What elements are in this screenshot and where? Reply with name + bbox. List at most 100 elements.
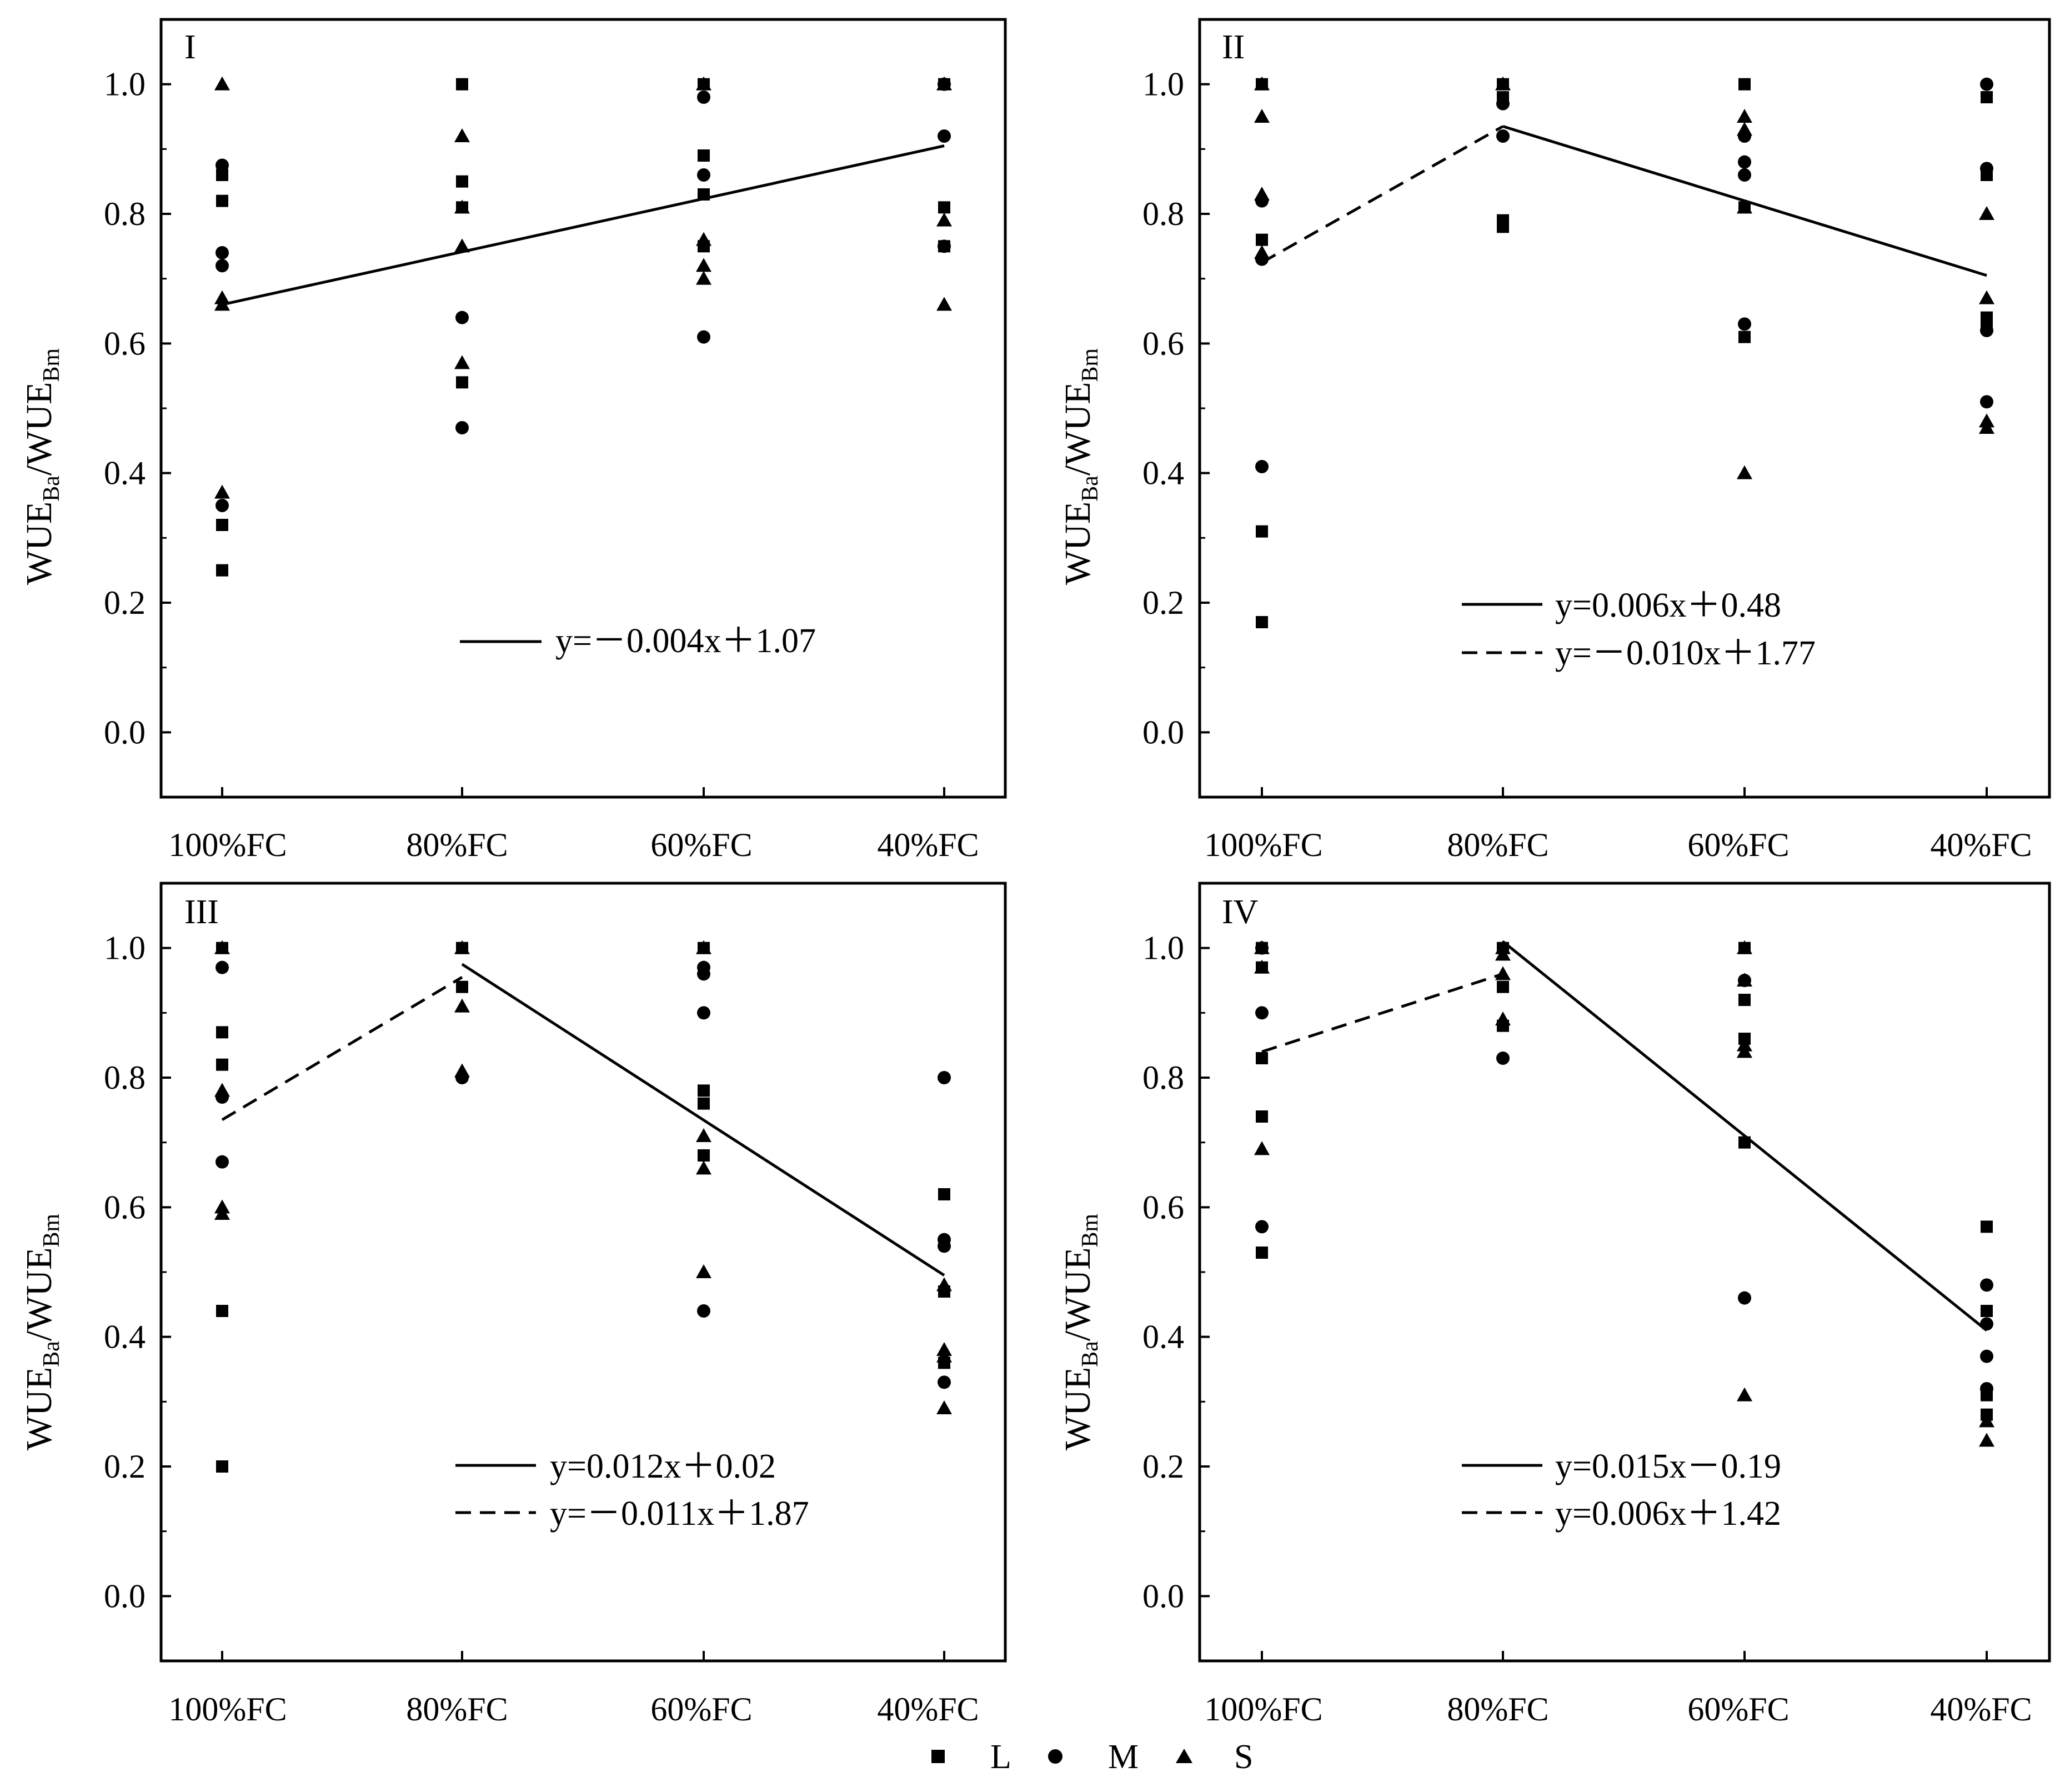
- y-title-main: WUE: [19, 1367, 59, 1450]
- x-tick-label: 100%FC: [168, 1691, 287, 1728]
- y-tick-label: 0.4: [104, 455, 146, 492]
- x-tick-label: 100%FC: [1204, 1691, 1322, 1728]
- point-L: [1738, 994, 1751, 1006]
- point-S: [454, 238, 470, 253]
- point-M: [1496, 1052, 1510, 1065]
- equation-solid: y=0.015x－0.19: [1555, 1448, 1781, 1485]
- point-S: [936, 1348, 952, 1363]
- y-axis-title: WUEBa/WUEBm: [1057, 348, 1103, 585]
- point-S: [1979, 206, 1994, 220]
- point-S: [936, 297, 952, 311]
- point-M: [697, 91, 710, 104]
- point-S: [1737, 199, 1752, 214]
- x-tick-label: 100%FC: [168, 827, 287, 863]
- point-S: [214, 940, 230, 954]
- point-S: [696, 1264, 711, 1278]
- point-S: [1737, 1387, 1752, 1401]
- legend-marker-circle: [1048, 1749, 1062, 1764]
- equation-solid: y=0.012x＋0.02: [550, 1448, 776, 1485]
- plot-area: 0.0 0.2 0.4 0.6 0.8 1.0: [1142, 18, 2051, 799]
- y-tick-label: 0.4: [1142, 1319, 1184, 1355]
- point-M: [938, 1071, 951, 1084]
- point-M: [1980, 1382, 1993, 1395]
- x-tick-label: 100%FC: [1204, 827, 1322, 863]
- point-S: [1737, 465, 1752, 479]
- point-L: [698, 1084, 710, 1097]
- y-tick-label: 0.0: [104, 714, 146, 750]
- y-tick-label: 0.8: [104, 196, 146, 232]
- y-title-sub2: Bm: [1077, 1214, 1103, 1248]
- point-M: [1980, 324, 1993, 337]
- point-L: [216, 1058, 228, 1071]
- y-tick-label: 1.0: [1142, 930, 1184, 967]
- point-L: [456, 376, 468, 389]
- y-tick-label: 0.6: [1142, 1189, 1184, 1225]
- point-M: [1738, 155, 1751, 169]
- point-M: [1980, 1317, 1993, 1331]
- fit-line-dashed: [1261, 125, 1504, 264]
- point-S: [454, 940, 470, 954]
- point-S: [1254, 187, 1270, 201]
- panel-label: II: [1222, 28, 1245, 66]
- y-title-main: WUE: [1057, 1367, 1098, 1450]
- point-S: [1737, 122, 1752, 136]
- y-tick-label: 0.6: [104, 1189, 146, 1225]
- panel-label: IV: [1222, 893, 1259, 931]
- equation-legend: y=0.012x＋0.02 y=－0.011x＋1.87: [455, 1448, 809, 1533]
- fit-line-dashed: [221, 976, 463, 1121]
- point-M: [1496, 97, 1510, 111]
- point-M: [1980, 395, 1993, 409]
- point-L: [1256, 233, 1268, 246]
- equation-solid: y=－0.004x＋1.07: [555, 622, 816, 660]
- point-M: [1980, 77, 1993, 91]
- panel-IV: IV WUEBa/WUEBm 0.0 0.2 0.4 0.6 0.8 1.0 100%FC…: [1057, 882, 2051, 1728]
- point-S: [936, 1277, 952, 1292]
- point-S: [1979, 290, 1994, 304]
- point-S: [696, 1160, 711, 1175]
- point-L: [1497, 980, 1509, 993]
- point-M: [215, 1155, 229, 1169]
- legend-label-L: L: [990, 1738, 1011, 1776]
- point-L: [1981, 91, 1993, 103]
- y-title-sub1: Ba: [39, 475, 64, 502]
- point-L: [456, 78, 468, 91]
- y-axis-title: WUEBa/WUEBm: [1057, 1214, 1103, 1451]
- x-tick-labels: 100%FC 80%FC 60%FC 40%FC: [168, 1691, 979, 1728]
- point-M: [1255, 1220, 1269, 1234]
- equation-dashed: y=－0.010x＋1.77: [1555, 634, 1816, 672]
- x-tick-label: 40%FC: [1930, 827, 2032, 863]
- point-S: [454, 355, 470, 369]
- plot-area: 0.0 0.2 0.4 0.6 0.8 1.0: [104, 18, 1007, 799]
- point-S: [696, 940, 711, 954]
- y-title-slash: /WUE: [19, 1248, 59, 1342]
- y-tick-label: 1.0: [104, 66, 146, 103]
- x-tick-label: 60%FC: [650, 827, 752, 863]
- point-S: [696, 1128, 711, 1142]
- point-M: [697, 1304, 710, 1318]
- plot-area: 0.0 0.2 0.4 0.6 0.8 1.0: [104, 882, 1007, 1663]
- point-L: [216, 564, 228, 577]
- point-L: [698, 188, 710, 201]
- panel-I: I WUEBa/WUEBm 0.0 0.2 0.4 0.6 0.8 1.0 100%FC …: [19, 18, 1007, 863]
- point-L: [216, 1305, 228, 1317]
- point-M: [938, 1375, 951, 1389]
- y-tick-label: 0.2: [104, 1448, 146, 1485]
- y-title-sub1: Ba: [39, 1341, 64, 1367]
- point-L: [698, 149, 710, 162]
- x-tick-label: 60%FC: [1687, 827, 1789, 863]
- x-tick-label: 80%FC: [1447, 827, 1548, 863]
- point-S: [1495, 76, 1511, 91]
- fit-line-solid: [1502, 940, 1988, 1332]
- point-S: [454, 199, 470, 214]
- point-M: [1496, 129, 1510, 143]
- equation-solid: y=0.006x＋0.48: [1555, 587, 1781, 624]
- point-S: [936, 212, 952, 227]
- x-tick-labels: 100%FC 80%FC 60%FC 40%FC: [168, 827, 979, 863]
- point-S: [454, 128, 470, 142]
- panel-III: III WUEBa/WUEBm 0.0 0.2 0.4 0.6 0.8 1.0 100%F…: [19, 882, 1007, 1728]
- point-L: [1256, 1110, 1268, 1123]
- point-M: [697, 168, 710, 182]
- point-S: [696, 258, 711, 272]
- point-L: [1738, 78, 1751, 91]
- point-S: [454, 1063, 470, 1078]
